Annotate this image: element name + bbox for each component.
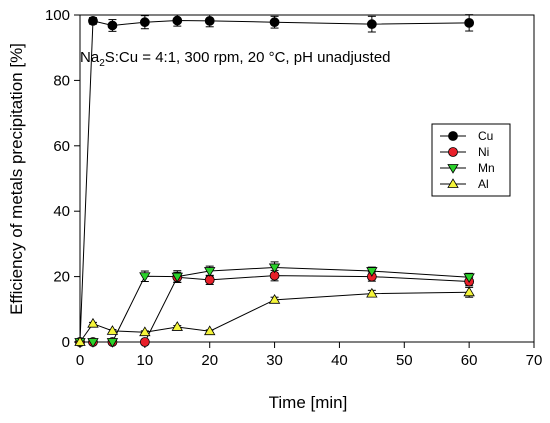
- y-tick-label: 40: [53, 203, 70, 220]
- data-point-mn: [87, 338, 99, 348]
- condition-annotation: Na2S:Cu = 4:1, 300 rpm, 20 °C, pH unadju…: [80, 49, 391, 69]
- data-point-al: [106, 325, 119, 335]
- data-point-al: [74, 336, 86, 346]
- y-axis-label: Efficiency of metals precipitation [%]: [7, 43, 26, 315]
- plot-frame: [79, 14, 535, 343]
- legend-label-ni: Ni: [478, 145, 489, 159]
- data-point-cu: [464, 17, 475, 28]
- data-point-mn: [139, 272, 151, 283]
- data-point-mn: [106, 338, 119, 348]
- legend-box: [431, 123, 511, 197]
- x-tick-label: 70: [526, 352, 543, 369]
- x-tick-label: 10: [137, 352, 154, 369]
- x-axis-label: Time [min]: [269, 393, 348, 412]
- data-point-cu: [366, 19, 377, 30]
- data-point-al: [204, 325, 216, 336]
- data-point-cu: [88, 15, 98, 26]
- y-tick-label: 20: [53, 269, 70, 286]
- legend-label-mn: Mn: [478, 161, 495, 175]
- data-point-cu: [172, 15, 183, 26]
- data-point-ni: [139, 337, 150, 347]
- data-point-cu: [204, 15, 215, 26]
- data-point-al: [87, 317, 99, 328]
- x-tick-label: 50: [396, 352, 413, 369]
- x-tick-label: 30: [266, 352, 283, 369]
- annotation-rest: S:Cu = 4:1, 300 rpm, 20 °C, pH unadjuste…: [105, 49, 391, 66]
- data-point-mn: [366, 267, 378, 277]
- data-point-cu: [107, 20, 118, 31]
- series-line-cu: [79, 20, 470, 343]
- legend-marker-al: [447, 178, 459, 188]
- legend-marker-cu: [448, 131, 458, 141]
- data-point-mn: [171, 272, 183, 283]
- x-tick-label: 0: [76, 352, 84, 369]
- x-tick-label: 20: [201, 352, 218, 369]
- annotation-subscript: 2: [99, 58, 105, 69]
- legend-marker-ni: [448, 147, 458, 157]
- data-point-mn: [268, 263, 281, 274]
- data-point-al: [463, 286, 475, 297]
- legend-label-al: Al: [478, 177, 489, 191]
- axes-layer: 0 10 20 30 40 50 60 70 0 20 40 60 80 100: [45, 7, 542, 369]
- data-point-mn: [463, 273, 475, 284]
- x-tick-label: 60: [461, 352, 478, 369]
- legend-marker-mn: [447, 164, 459, 174]
- y-tick-label: 0: [62, 334, 70, 351]
- y-tick-label: 100: [45, 7, 70, 24]
- data-point-al: [171, 321, 183, 331]
- data-point-cu: [139, 17, 150, 28]
- data-point-al: [366, 287, 378, 298]
- data-point-cu: [269, 17, 280, 28]
- legend-label-cu: Cu: [478, 129, 493, 143]
- markers-layer: [74, 15, 475, 348]
- legend: Cu Ni Mn Al: [431, 123, 511, 197]
- data-point-al: [268, 294, 281, 304]
- x-tick-label: 40: [331, 352, 348, 369]
- data-point-mn: [204, 267, 216, 277]
- series-lines-layer: [79, 20, 470, 343]
- annotation-prefix: Na: [80, 49, 100, 66]
- y-tick-label: 60: [53, 138, 70, 155]
- y-tick-label: 80: [53, 72, 70, 89]
- data-point-al: [139, 326, 151, 337]
